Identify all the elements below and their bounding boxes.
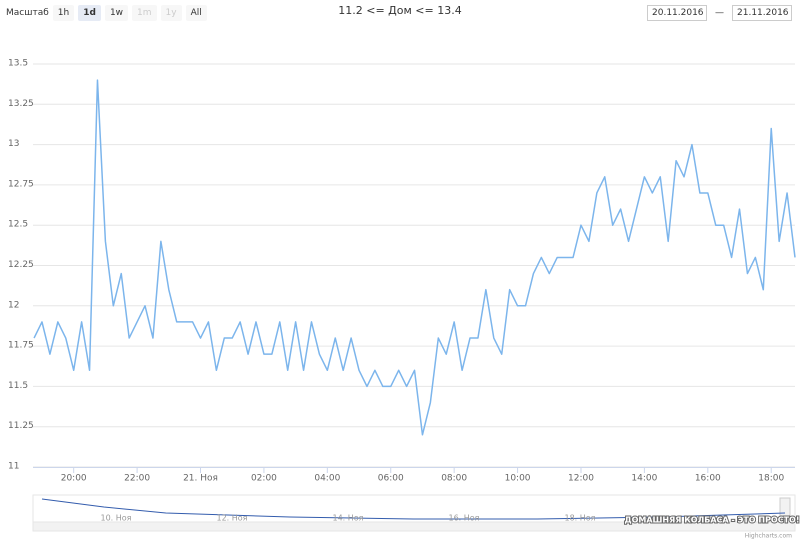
navigator-frame xyxy=(32,494,796,523)
range-label: Масштаб xyxy=(6,8,49,18)
navigator-label: 12. Ноя xyxy=(217,514,248,523)
x-tick-label: 18:00 xyxy=(758,474,784,484)
watermark: ДОМАШНЯЯ КОЛБАСА - ЭТО ПРОСТО! xyxy=(624,516,799,525)
y-tick-label: 12.5 xyxy=(8,220,28,230)
x-tick-label: 02:00 xyxy=(251,474,277,484)
x-tick-label: 14:00 xyxy=(631,474,657,484)
date-separator: — xyxy=(715,8,724,18)
navigator-label: 16. Ноя xyxy=(449,514,480,523)
x-tick-label: 20:00 xyxy=(61,474,87,484)
y-tick-label: 11.25 xyxy=(8,421,34,431)
date-from[interactable]: 20.11.2016 xyxy=(647,5,707,21)
range-button[interactable]: 1h xyxy=(52,5,75,21)
x-tick-label: 12:00 xyxy=(568,474,594,484)
range-selector: Масштаб 1h 1d 1w 1m 1y All xyxy=(6,5,207,21)
x-tick-label: 10:00 xyxy=(505,474,531,484)
x-tick-label: 06:00 xyxy=(378,474,404,484)
y-tick-label: 13.5 xyxy=(8,59,28,69)
date-range: 20.11.2016 — 21.11.2016 xyxy=(647,5,792,21)
range-button[interactable]: All xyxy=(185,5,207,21)
data-line xyxy=(33,79,796,436)
x-tick-label: 22:00 xyxy=(124,474,150,484)
navigator-label: 18. Ноя xyxy=(565,514,596,523)
y-tick-label: 13 xyxy=(8,139,19,149)
credits: Highcharts.com xyxy=(745,533,792,540)
scrollbar[interactable] xyxy=(32,521,796,532)
y-tick-label: 12.75 xyxy=(8,179,34,189)
range-button[interactable]: 1w xyxy=(104,5,129,21)
navigator-line xyxy=(41,498,786,520)
range-button: 1y xyxy=(160,5,182,21)
y-tick-label: 11.75 xyxy=(8,341,34,351)
x-tick-label: 08:00 xyxy=(441,474,467,484)
x-tick-label: 21. Ноя xyxy=(183,474,218,484)
y-tick-label: 13.25 xyxy=(8,99,34,109)
navigator-label: 14. Ноя xyxy=(333,514,364,523)
y-tick-label: 11.5 xyxy=(8,381,28,391)
date-to[interactable]: 21.11.2016 xyxy=(732,5,792,21)
range-button[interactable]: 1d xyxy=(78,5,101,21)
chart-title: 11.2 <= Дом <= 13.4 xyxy=(338,4,461,17)
y-tick-label: 12.25 xyxy=(8,260,34,270)
navigator-handle[interactable] xyxy=(779,497,791,521)
navigator-label: 10. Ноя xyxy=(101,514,132,523)
y-tick-label: 11 xyxy=(8,462,19,472)
y-tick-label: 12 xyxy=(8,300,19,310)
x-tick-label: 16:00 xyxy=(695,474,721,484)
range-button: 1m xyxy=(132,5,157,21)
x-tick-label: 04:00 xyxy=(314,474,340,484)
